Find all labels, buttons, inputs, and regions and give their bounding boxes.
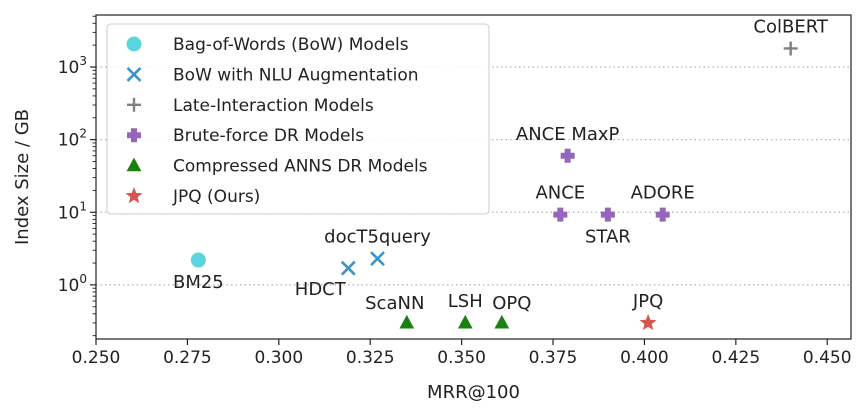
- point-label: ColBERT: [753, 16, 829, 37]
- legend-entry: JPQ (Ours): [172, 187, 260, 207]
- x-tick-label: 0.325: [346, 348, 395, 368]
- point-label: ANCE: [535, 183, 585, 204]
- legend-box: [106, 23, 490, 215]
- legend-entry: Brute-force DR Models: [173, 126, 364, 146]
- point-opq: [494, 314, 510, 329]
- x-axis-ticks: 0.250 0.275 0.300 0.325 0.350 0.375 0.400 0.425…: [72, 339, 852, 368]
- point-label: ADORE: [631, 183, 695, 204]
- x-tick-label: 0.400: [620, 348, 669, 368]
- y-tick-exponent: 2: [79, 127, 87, 141]
- point-scann: [399, 314, 415, 329]
- x-tick-label: 0.450: [803, 348, 852, 368]
- point-label: STAR: [585, 227, 631, 248]
- point-label: LSH: [448, 291, 483, 312]
- y-tick-exponent: 3: [79, 54, 87, 68]
- point-label: BM25: [173, 272, 224, 293]
- point-ance-maxp: [560, 148, 575, 163]
- legend-marker: [127, 97, 141, 112]
- point-jpq: [639, 313, 657, 331]
- x-tick-label: 0.275: [163, 348, 212, 368]
- legend-marker: [126, 66, 142, 82]
- y-tick-label: 100: [58, 272, 87, 296]
- x-tick-label: 0.425: [711, 348, 760, 368]
- point-colbert: [783, 41, 798, 56]
- y-tick-base: 10: [58, 203, 80, 223]
- point-adore: [655, 207, 670, 222]
- point-star: [600, 207, 615, 222]
- y-tick-exponent: 1: [79, 199, 87, 213]
- x-tick-label: 0.250: [72, 348, 121, 368]
- point-lsh: [457, 314, 473, 329]
- y-tick-base: 10: [58, 276, 80, 296]
- y-tick-base: 10: [58, 58, 80, 78]
- point-hdct: [340, 260, 356, 276]
- point-label: HDCT: [295, 279, 347, 300]
- legend-marker: [126, 36, 142, 52]
- point-label: JPQ: [632, 291, 663, 312]
- point-label: ANCE MaxP: [516, 124, 620, 145]
- legend-entry: Bag-of-Words (BoW) Models: [173, 35, 409, 55]
- y-tick-label: 101: [58, 199, 87, 223]
- point-doct5query: [370, 251, 385, 267]
- point-labels: BM25 HDCT docT5query ColBERT ANCE MaxP ANCE ST…: [173, 16, 829, 313]
- x-tick-label: 0.375: [529, 348, 578, 368]
- plot-frame: [95, 14, 852, 340]
- x-tick-label: 0.300: [254, 348, 303, 368]
- legend: Bag-of-Words (BoW) Models BoW with NLU Au…: [106, 23, 490, 215]
- x-tick-label: 0.350: [437, 348, 486, 368]
- point-bm25: [190, 252, 206, 268]
- point-ance: [553, 207, 568, 222]
- point-label: ScaNN: [365, 293, 424, 314]
- y-tick-label: 103: [58, 54, 87, 78]
- point-label: docT5query: [324, 227, 431, 248]
- y-tick-base: 10: [58, 131, 80, 151]
- y-tick-label: 102: [58, 127, 87, 151]
- x-axis-label: MRR@100: [427, 382, 520, 403]
- legend-entry: BoW with NLU Augmentation: [173, 65, 419, 85]
- legend-marker: [126, 157, 142, 172]
- legend-entry: Late-Interaction Models: [173, 96, 374, 116]
- legend-marker: [127, 128, 141, 143]
- legend-entry: Compressed ANNS DR Models: [173, 157, 428, 177]
- y-tick-exponent: 0: [79, 272, 87, 286]
- point-label: OPQ: [492, 293, 531, 314]
- data-points: [190, 41, 798, 331]
- y-axis-label: Index Size / GB: [12, 109, 33, 245]
- legend-marker: [125, 187, 143, 204]
